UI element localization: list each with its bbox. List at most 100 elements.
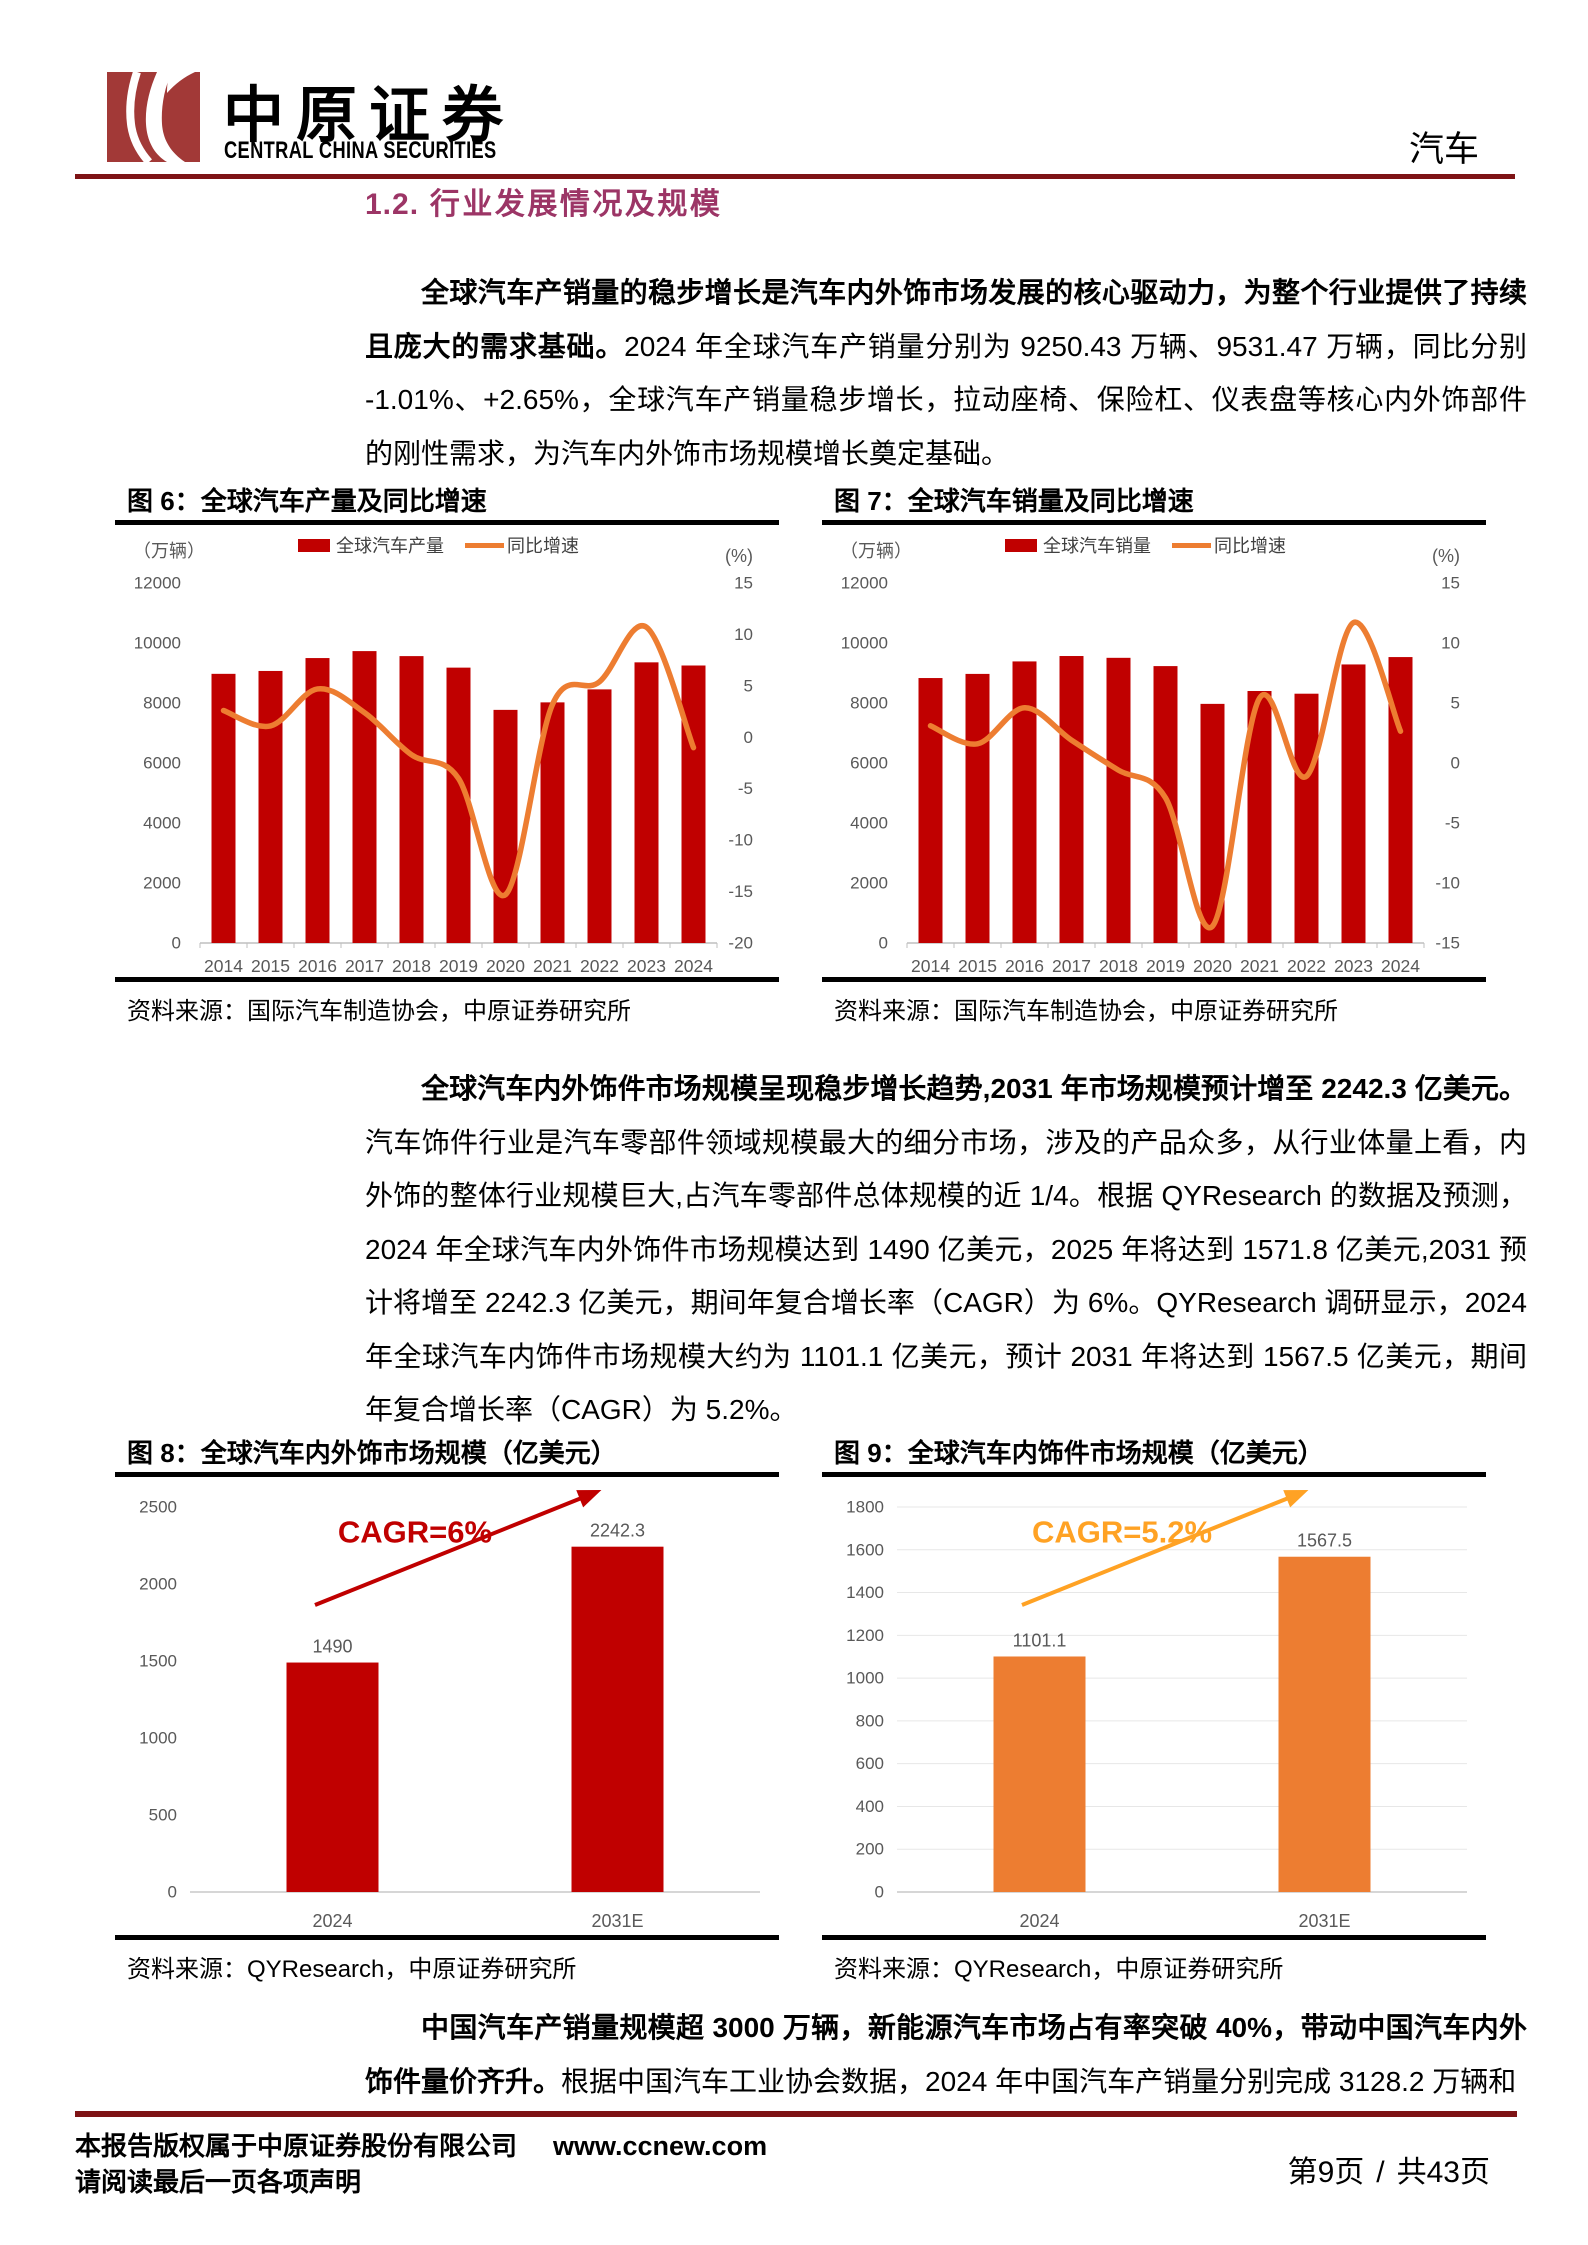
svg-text:1000: 1000 (139, 1729, 177, 1748)
bar-2024 (993, 1656, 1086, 1892)
svg-text:2024: 2024 (1381, 956, 1420, 976)
svg-text:-20: -20 (728, 934, 753, 953)
paragraph-3-bold: 中国汽车产销量规模超 3000 万辆，新能源汽车市场占有率突破 40%，带动中国… (365, 2012, 1527, 2097)
chart-fig6: （万辆） (%) 全球汽车产量 同比增速 12000 10000 8000 6000 4000 2… (133, 536, 753, 976)
svg-text:10000: 10000 (134, 634, 181, 653)
svg-text:2018: 2018 (392, 956, 431, 976)
legend-bar-swatch (298, 539, 330, 552)
svg-text:0: 0 (1451, 754, 1460, 773)
figure-7-bottom-rule (822, 977, 1486, 982)
svg-text:2020: 2020 (1193, 956, 1232, 976)
section-title: 行业发展情况及规模 (429, 188, 723, 221)
figure-9: 图 9：全球汽车内饰件市场规模（亿美元） 1800 1600 1400 1200 100… (822, 1436, 1486, 1984)
svg-text:1200: 1200 (846, 1626, 884, 1645)
figure-8-title: 图 8：全球汽车内外饰市场规模（亿美元） (115, 1436, 779, 1472)
footer-copyright: 本报告版权属于中原证券股份有限公司 www.ccnew.com (75, 2126, 767, 2163)
svg-text:2000: 2000 (139, 1575, 177, 1594)
svg-text:CAGR=6%: CAGR=6% (338, 1515, 492, 1550)
figure-6-chart: （万辆） (%) 全球汽车产量 同比增速 12000 10000 8000 6000 4000 2… (133, 536, 753, 976)
svg-text:0: 0 (172, 934, 181, 953)
svg-text:1000: 1000 (846, 1669, 884, 1688)
footer-website: www.ccnew.com (553, 2131, 768, 2161)
paragraph-2-normal: 汽车饰件行业是汽车零部件领域规模最大的细分市场，涉及的产品众多，从行业体量上看，… (365, 1126, 1527, 1426)
svg-text:2020: 2020 (486, 956, 525, 976)
figure-7: 图 7：全球汽车销量及同比增速 （万辆） (%) 全球汽车销量 同比增速 12000 10… (822, 484, 1486, 1026)
paragraph-3-normal: 根据中国汽车工业协会数据，2024 年中国汽车产销量分别完成 3128.2 万辆… (561, 2065, 1517, 2097)
figure-9-chart: 1800 1600 1400 1200 1000 800 600 400 200 0 1101.1 2… (846, 1490, 1467, 1931)
svg-text:2019: 2019 (1146, 956, 1185, 976)
svg-text:同比增速: 同比增速 (507, 536, 579, 556)
svg-text:2024: 2024 (312, 1911, 352, 1931)
paragraph-2: 全球汽车内外饰件市场规模呈现稳步增长趋势,2031 年市场规模预计增至 2242… (365, 1062, 1527, 1437)
svg-text:400: 400 (856, 1797, 884, 1816)
svg-text:10: 10 (1441, 634, 1460, 653)
trend-arrow (314, 1491, 595, 1607)
bars-fig6 (211, 651, 706, 943)
company-logo-icon (107, 70, 200, 165)
figure-8-chart: 2500 2000 1500 1000 500 0 1490 2024 2242.3 2031E C… (139, 1490, 760, 1931)
footer-rule (75, 2111, 1517, 2117)
svg-text:2500: 2500 (139, 1498, 177, 1517)
growth-line-fig7 (927, 619, 1404, 931)
svg-text:CAGR=5.2%: CAGR=5.2% (1032, 1515, 1212, 1550)
svg-text:2022: 2022 (1287, 956, 1326, 976)
trend-arrow (1021, 1491, 1302, 1607)
svg-text:（万辆）: （万辆） (840, 541, 912, 561)
svg-text:6000: 6000 (850, 754, 888, 773)
svg-text:8000: 8000 (850, 694, 888, 713)
svg-text:2014: 2014 (204, 956, 243, 976)
svg-text:2000: 2000 (143, 874, 181, 893)
figure-7-source: 资料来源：国际汽车制造协会，中原证券研究所 (834, 998, 1338, 1025)
company-logo (107, 70, 200, 165)
svg-text:8000: 8000 (143, 694, 181, 713)
figure-9-source: 资料来源：QYResearch，中原证券研究所 (834, 1956, 1284, 1983)
svg-text:5: 5 (744, 676, 753, 695)
svg-text:2242.3: 2242.3 (590, 1521, 645, 1541)
svg-text:2023: 2023 (1334, 956, 1373, 976)
figure-6-bottom-rule (115, 977, 779, 982)
figure-9-bottom-rule (822, 1935, 1486, 1940)
svg-text:0: 0 (879, 934, 888, 953)
paragraph-2-bold: 全球汽车内外饰件市场规模呈现稳步增长趋势,2031 年市场规模预计增至 2242… (421, 1073, 1527, 1104)
figure-8-source: 资料来源：QYResearch，中原证券研究所 (127, 1956, 577, 1983)
svg-text:2000: 2000 (850, 874, 888, 893)
svg-text:2024: 2024 (674, 956, 713, 976)
svg-text:5: 5 (1451, 694, 1460, 713)
svg-text:(%): (%) (1432, 546, 1460, 566)
svg-text:全球汽车销量: 全球汽车销量 (1043, 536, 1151, 556)
footer-page-separator: / (1376, 2156, 1385, 2189)
svg-text:2022: 2022 (580, 956, 619, 976)
svg-text:2021: 2021 (533, 956, 572, 976)
paragraph-1: 全球汽车产销量的稳步增长是汽车内外饰市场发展的核心驱动力，为整个行业提供了持续且… (365, 266, 1527, 480)
svg-text:2021: 2021 (1240, 956, 1279, 976)
svg-text:-5: -5 (738, 779, 753, 798)
svg-text:-15: -15 (1435, 934, 1460, 953)
svg-text:-15: -15 (728, 882, 753, 901)
svg-text:(%): (%) (725, 546, 753, 566)
svg-text:（万辆）: （万辆） (133, 541, 205, 561)
svg-text:0: 0 (168, 1883, 177, 1902)
footer-copyright-text: 本报告版权属于中原证券股份有限公司 (75, 2131, 518, 2161)
svg-text:1500: 1500 (139, 1652, 177, 1671)
paragraph-1-bold: 全球汽车产销量的稳步增长是汽车内外饰市场发展的核心驱动力，为整个行业提供了持续且… (365, 277, 1527, 362)
svg-text:1400: 1400 (846, 1583, 884, 1602)
svg-text:0: 0 (875, 1883, 884, 1902)
svg-text:12000: 12000 (134, 574, 181, 593)
svg-text:2023: 2023 (627, 956, 666, 976)
brand-name-english: CENTRAL CHINA SECURITIES (224, 137, 497, 164)
figure-9-title: 图 9：全球汽车内饰件市场规模（亿美元） (822, 1436, 1486, 1472)
svg-text:15: 15 (1441, 574, 1460, 593)
section-heading: 1.2. 行业发展情况及规模 (365, 179, 722, 223)
figure-8: 图 8：全球汽车内外饰市场规模（亿美元） 2500 2000 1500 1000 500… (115, 1436, 779, 1984)
figure-9-top-rule (822, 1472, 1486, 1477)
footer-disclaimer: 请阅读最后一页各项声明 (75, 2167, 362, 2197)
svg-text:2014: 2014 (911, 956, 950, 976)
svg-text:2017: 2017 (1052, 956, 1091, 976)
svg-text:2015: 2015 (251, 956, 290, 976)
chart-fig7: （万辆） (%) 全球汽车销量 同比增速 12000 10000 8000 6000 4000 2… (840, 536, 1460, 976)
svg-text:6000: 6000 (143, 754, 181, 773)
svg-text:10000: 10000 (841, 634, 888, 653)
figure-6-title-text: 全球汽车产量及同比增速 (200, 486, 487, 516)
figure-8-title-text: 全球汽车内外饰市场规模（亿美元） (200, 1438, 617, 1468)
